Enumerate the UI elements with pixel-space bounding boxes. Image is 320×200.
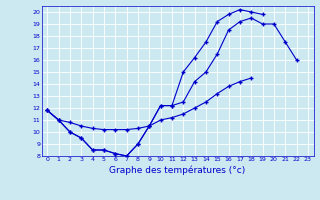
X-axis label: Graphe des températures (°c): Graphe des températures (°c) <box>109 165 246 175</box>
